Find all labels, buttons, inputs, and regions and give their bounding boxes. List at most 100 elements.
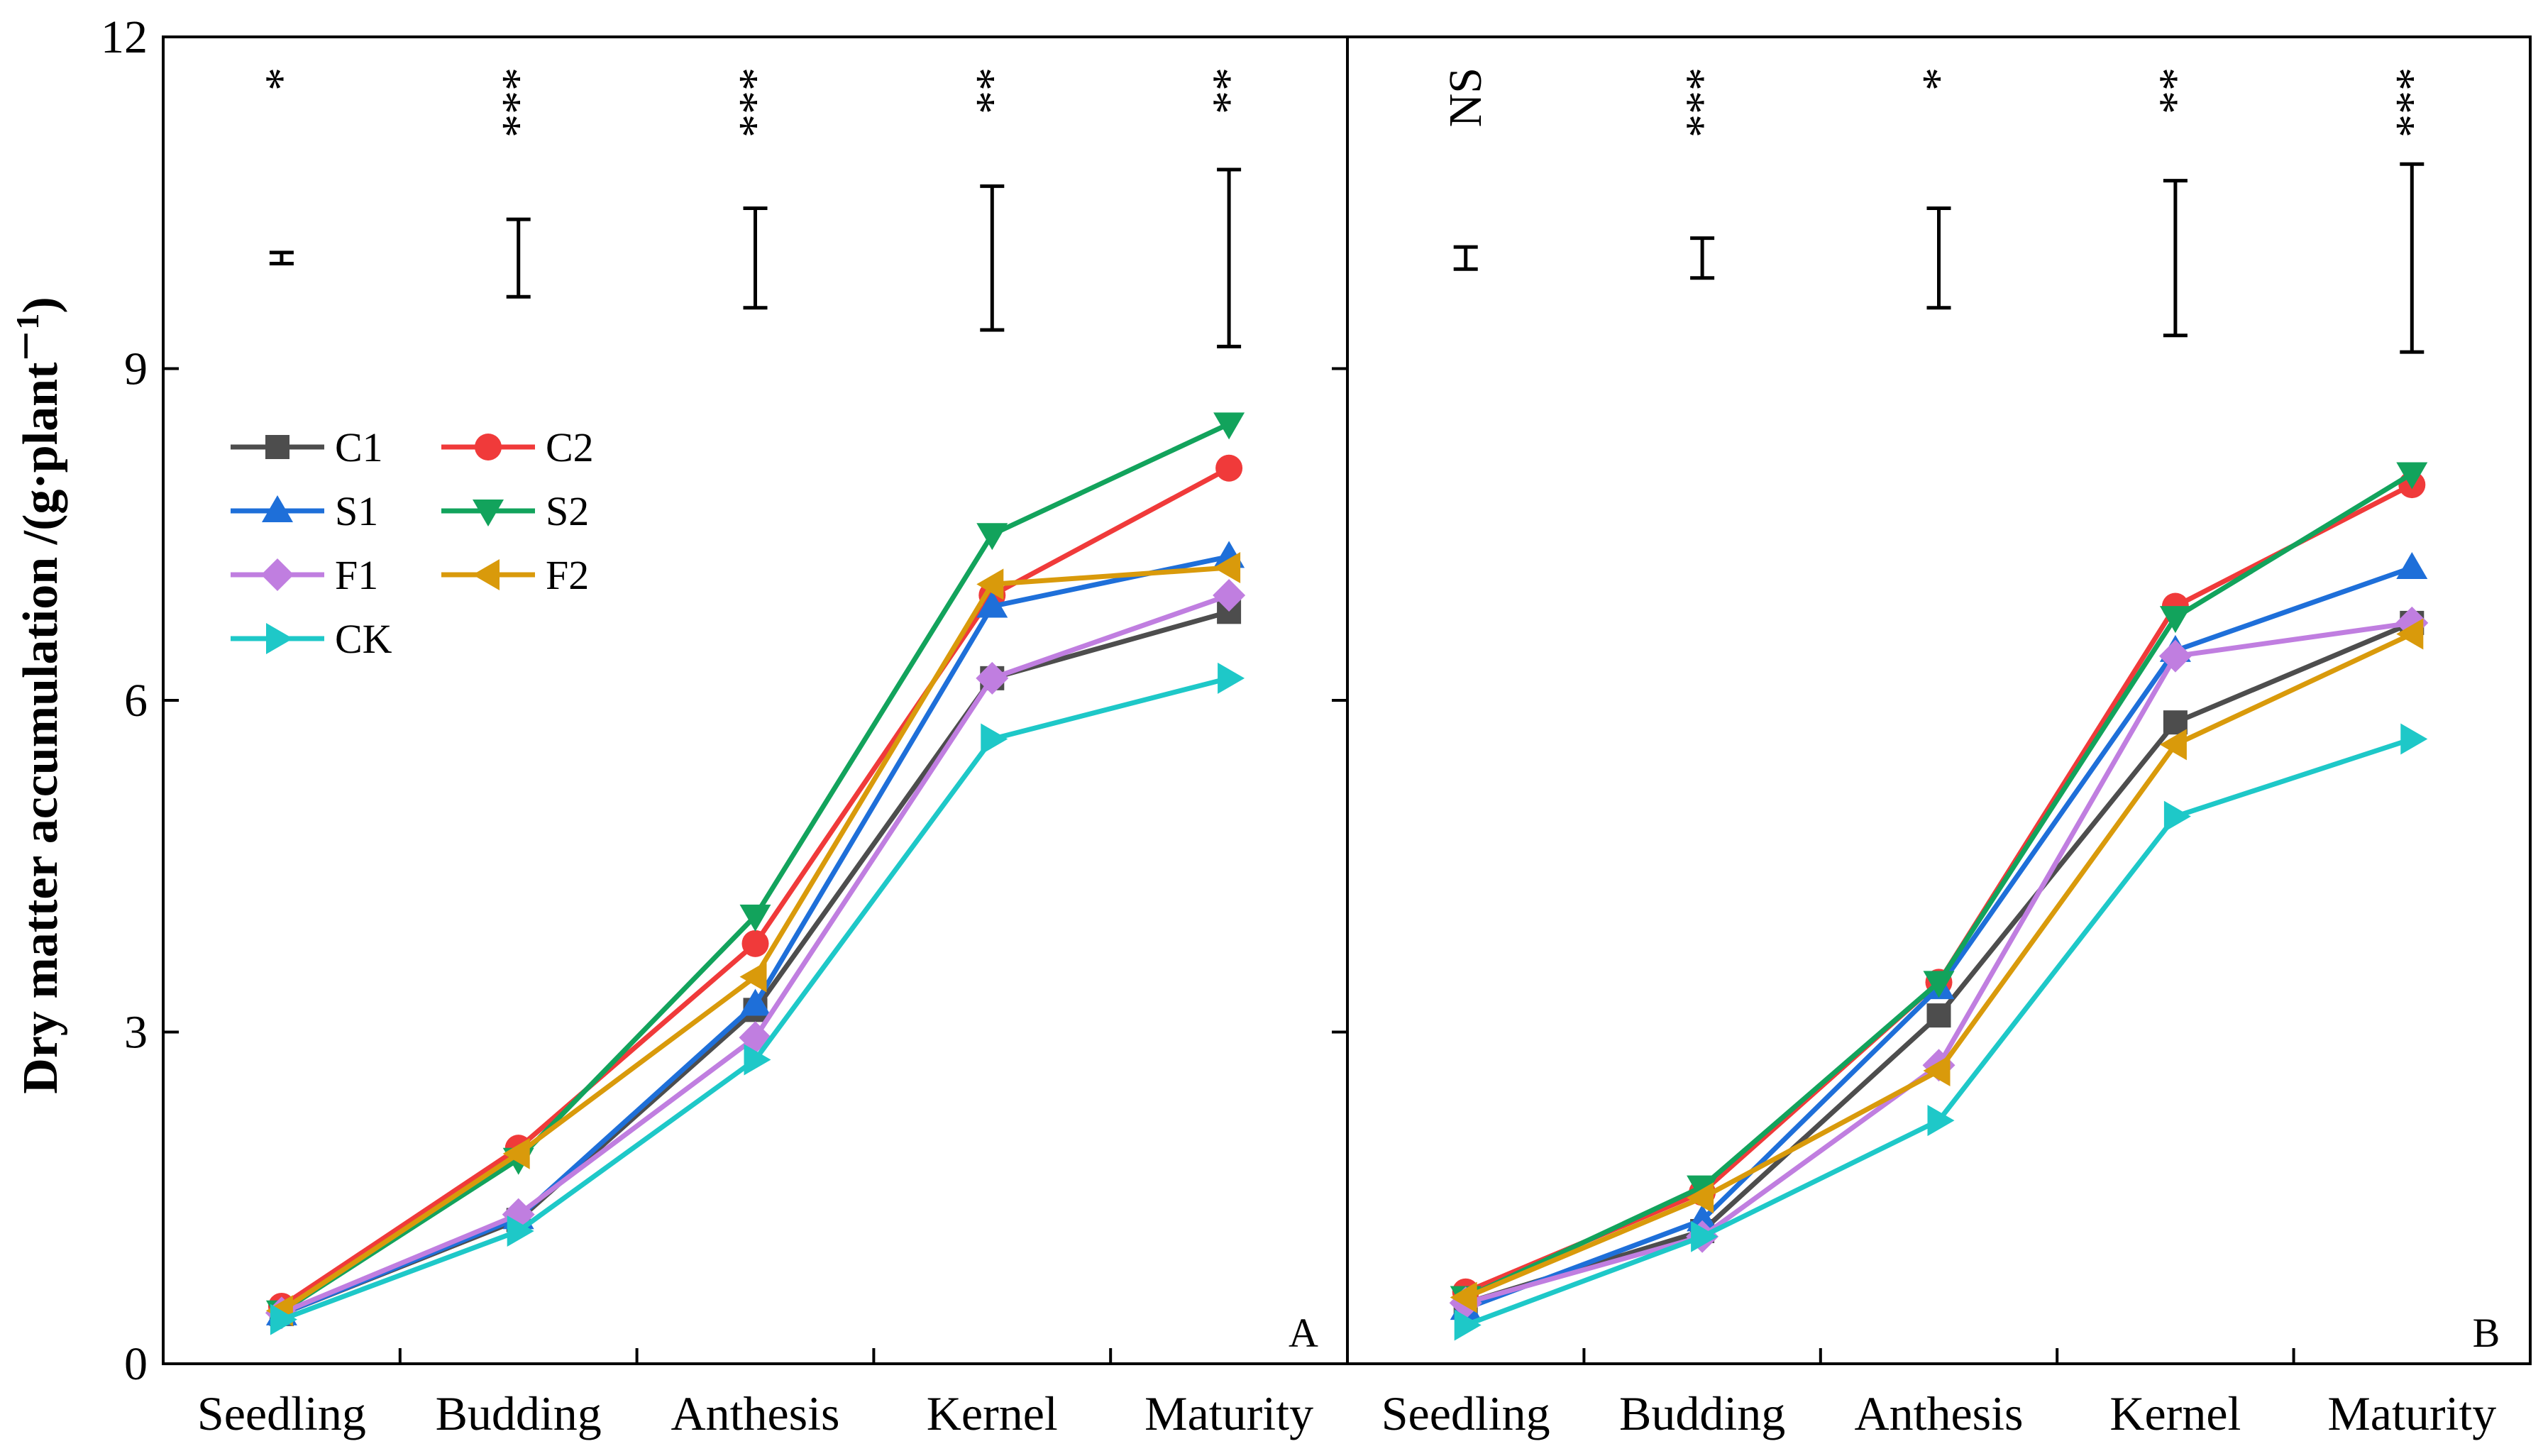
data-point-f2 (739, 961, 767, 993)
x-tick-label: Budding (436, 1386, 602, 1440)
data-point-ck (270, 1303, 297, 1335)
data-point-c1 (1926, 1003, 1951, 1028)
data-point-ck (2163, 800, 2191, 832)
legend-item-s1: S1 (231, 488, 378, 534)
significance-mark: ** (2149, 67, 2201, 114)
error-bar (1217, 167, 1242, 348)
series-line-s2 (1464, 471, 2414, 1300)
data-point-ck (2400, 723, 2428, 755)
error-bar (2400, 162, 2425, 354)
x-tick-label: Seedling (197, 1386, 366, 1440)
data-point-s2 (2396, 462, 2428, 490)
significance-mark: NS (1440, 67, 1491, 127)
significance-mark: *** (492, 67, 544, 138)
series-layer: * *** *** ** ** NS *** * ** *** (255, 67, 2438, 1341)
data-point-s1 (739, 988, 771, 1016)
y-tick-label: 9 (124, 343, 148, 395)
data-point-ck (1454, 1309, 1482, 1341)
legend-label: F1 (335, 552, 378, 598)
data-point-ck (1691, 1220, 1719, 1252)
data-point-f2 (1213, 552, 1241, 583)
error-bar (2163, 179, 2188, 338)
data-point-f2 (1687, 1182, 1714, 1214)
y-tick-label: 12 (101, 11, 148, 63)
data-point-ck (507, 1215, 534, 1247)
legend-marker (265, 435, 289, 459)
data-point-c2 (741, 930, 769, 957)
error-bar (1690, 236, 1715, 280)
data-point-f2 (1450, 1281, 1477, 1313)
series-line-c2 (1464, 482, 2413, 1294)
data-point-f1 (2158, 639, 2192, 673)
error-bar (269, 250, 294, 265)
significance-mark: * (1913, 67, 1965, 91)
legend-item-c1: C1 (231, 424, 383, 470)
legend-label: C1 (335, 424, 383, 470)
data-point-s2 (1213, 412, 1245, 440)
legend-label: C2 (546, 424, 594, 470)
data-point-s2 (739, 904, 771, 932)
legend-marker (475, 434, 502, 460)
data-point-s2 (1923, 971, 1955, 998)
significance-mark: *** (1677, 67, 1728, 138)
x-tick-label: Maturity (2327, 1386, 2496, 1440)
legend-layer: C1 C2 S1 S2 F1 F2 CK (231, 424, 594, 662)
data-point-s1 (2396, 552, 2428, 579)
series-line-s2 (280, 421, 1230, 1314)
y-tick-label: 3 (124, 1007, 148, 1059)
data-point-c1 (2163, 710, 2188, 735)
series-line-c1 (1464, 620, 2413, 1306)
data-point-f2 (502, 1137, 530, 1169)
x-tick-label: Maturity (1144, 1386, 1313, 1440)
significance-mark: ** (1203, 67, 1255, 114)
error-bar (1453, 245, 1478, 271)
legend-marker (473, 559, 500, 590)
x-tick-label: Kernel (927, 1386, 1058, 1440)
legend-label: F2 (546, 552, 589, 598)
y-tick-label: 6 (124, 675, 148, 727)
error-bar (1926, 206, 1951, 310)
x-tick-label: Kernel (2109, 1386, 2241, 1440)
legend-label: S1 (335, 488, 378, 534)
error-bar (980, 184, 1005, 332)
x-tick-label: Seedling (1381, 1386, 1550, 1440)
legend-label: CK (335, 616, 392, 662)
data-point-f2 (2396, 618, 2424, 650)
x-tick-label: Anthesis (1855, 1386, 2024, 1440)
legend-marker (261, 558, 294, 591)
x-tick-label: Budding (1619, 1386, 1785, 1440)
legend-item-ck: CK (231, 616, 392, 662)
axes-layer: 0 3 6 9 12 Seedling Budding Anthesis Kernel Matur… (101, 11, 2532, 1440)
panel-label: B (2473, 1310, 2500, 1356)
data-point-ck (744, 1044, 771, 1076)
legend-item-f1: F1 (231, 552, 378, 598)
y-tick-label: 0 (124, 1338, 148, 1390)
series-line-s1 (1464, 565, 2413, 1311)
data-point-f2 (2159, 729, 2187, 761)
data-point-ck (981, 723, 1008, 755)
data-point-c2 (1215, 454, 1243, 482)
error-bar (743, 206, 768, 310)
y-axis-label: Dry matter accumulation /(g·plant－1) (9, 297, 68, 1093)
data-point-s2 (976, 523, 1008, 551)
data-point-s1 (976, 590, 1008, 618)
significance-mark: ** (966, 67, 1018, 114)
error-bar (506, 217, 531, 299)
legend-marker (473, 500, 504, 526)
significance-mark: *** (729, 67, 781, 138)
data-point-s2 (2159, 606, 2191, 634)
legend-marker (266, 623, 293, 654)
data-point-ck (1218, 662, 1245, 694)
legend-marker (262, 495, 293, 522)
legend-item-c2: C2 (441, 424, 594, 470)
data-point-f2 (976, 568, 1004, 600)
data-point-f1 (1213, 578, 1246, 612)
panel-label: A (1289, 1310, 1318, 1356)
significance-mark: * (255, 67, 307, 91)
series-line-c2 (280, 465, 1230, 1308)
series-line-f1 (1464, 620, 2412, 1306)
x-tick-label: Anthesis (671, 1386, 840, 1440)
significance-mark: *** (2386, 67, 2438, 138)
legend-label: S2 (546, 488, 589, 534)
